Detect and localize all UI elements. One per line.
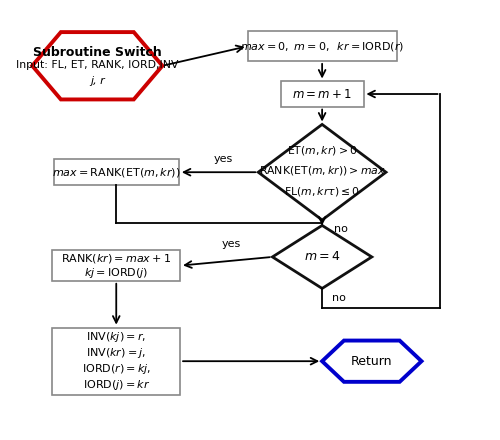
Text: $m = 4$: $m = 4$	[304, 250, 341, 264]
Bar	[52, 327, 180, 395]
Polygon shape	[272, 225, 372, 289]
Text: $\mathrm{INV}(kr) = j,$: $\mathrm{INV}(kr) = j,$	[86, 346, 146, 360]
Text: $\mathrm{INV}(kj) = r,$: $\mathrm{INV}(kj) = r,$	[86, 330, 146, 345]
Text: $\mathrm{IORD}(j) = kr$: $\mathrm{IORD}(j) = kr$	[82, 378, 150, 392]
Text: $max = 0,\; m = 0,\;\; kr = \mathrm{IORD}(r)$: $max = 0,\; m = 0,\;\; kr = \mathrm{IORD…	[240, 40, 404, 53]
Polygon shape	[258, 125, 386, 220]
Polygon shape	[32, 32, 162, 99]
Bar	[52, 250, 180, 281]
Text: $\mathrm{RANK}(kr) = max + 1$: $\mathrm{RANK}(kr) = max + 1$	[61, 252, 172, 265]
Bar	[54, 159, 179, 185]
Text: yes: yes	[222, 239, 240, 249]
Text: no: no	[334, 224, 348, 235]
Text: $max = \mathrm{RANK}(\mathrm{ET}(m,kr))$: $max = \mathrm{RANK}(\mathrm{ET}(m,kr))$	[52, 166, 180, 179]
Text: $\mathrm{RANK}(\mathrm{ET}(m,kr)) > max$: $\mathrm{RANK}(\mathrm{ET}(m,kr)) > max$	[258, 164, 386, 176]
Text: Return: Return	[351, 355, 393, 368]
Text: no: no	[332, 293, 345, 303]
Text: $\mathrm{ET}(m,kr) > 0$: $\mathrm{ET}(m,kr) > 0$	[287, 144, 358, 157]
Text: Subroutine Switch: Subroutine Switch	[33, 46, 162, 59]
Text: Input: FL, ET, RANK, IORD,INV: Input: FL, ET, RANK, IORD,INV	[16, 60, 178, 70]
Text: $kj = \mathrm{IORD}(j)$: $kj = \mathrm{IORD}(j)$	[84, 266, 148, 280]
Text: $m = m + 1$: $m = m + 1$	[292, 88, 352, 100]
Text: $\mathrm{FL}(m,kr\tau) \leq 0$: $\mathrm{FL}(m,kr\tau) \leq 0$	[284, 185, 360, 198]
Text: j, r: j, r	[90, 76, 104, 86]
Bar	[248, 31, 396, 61]
Text: $\mathrm{IORD}(r) = kj,$: $\mathrm{IORD}(r) = kj,$	[82, 362, 151, 376]
Polygon shape	[322, 341, 422, 382]
Text: yes: yes	[214, 154, 233, 165]
Bar	[280, 81, 363, 106]
